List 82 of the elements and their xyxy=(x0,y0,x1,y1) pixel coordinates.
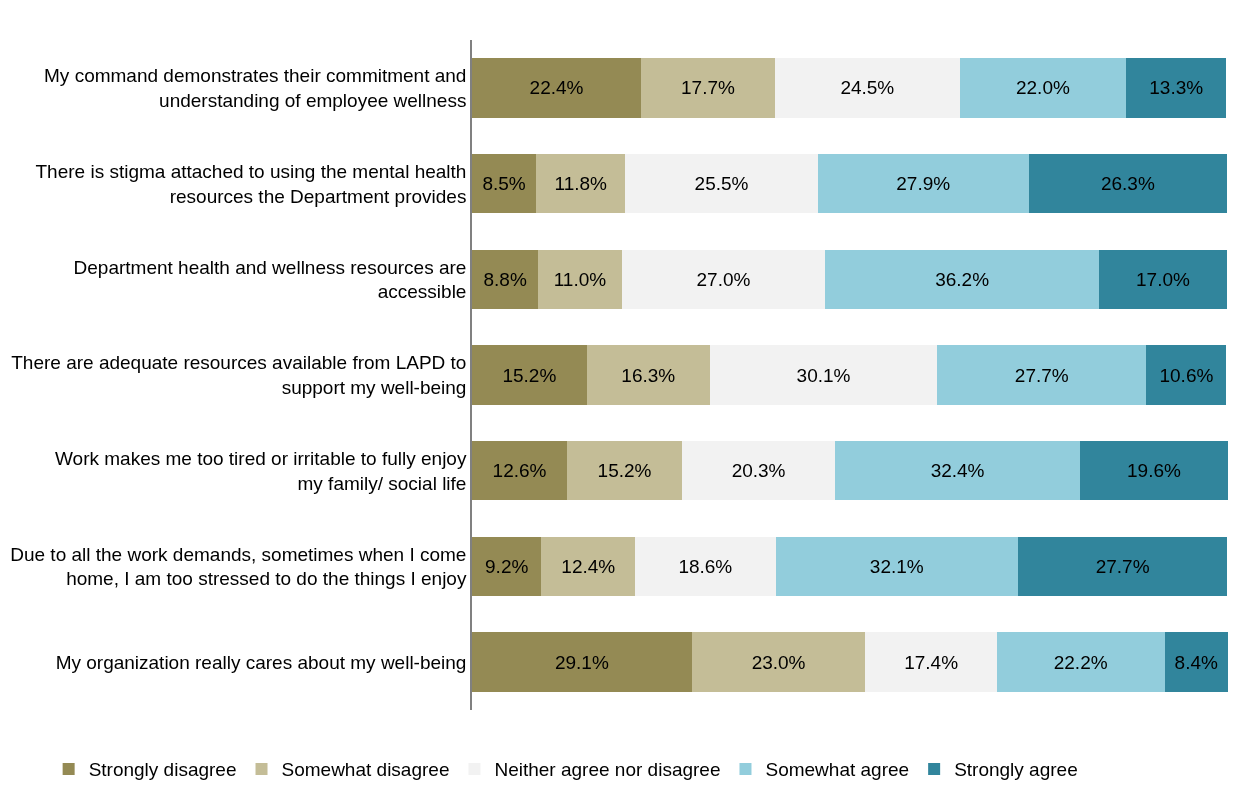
data-label: 8.4% xyxy=(1174,651,1218,673)
data-label: 36.2% xyxy=(935,268,990,290)
data-label: 27.7% xyxy=(1014,364,1069,386)
y-tick-label: My command demonstrates their commitment and understanding of employee wellness xyxy=(44,65,467,111)
bar xyxy=(691,632,866,692)
data-label: 25.5% xyxy=(694,173,749,195)
data-label: 15.2% xyxy=(502,364,557,386)
bar xyxy=(472,441,568,501)
legend-label: Neither agree nor disagree xyxy=(494,759,721,781)
bar xyxy=(567,441,682,501)
bar xyxy=(1028,153,1228,214)
bar xyxy=(959,58,1127,118)
data-label: 27.9% xyxy=(896,173,951,195)
data-label: 17.0% xyxy=(1136,268,1191,290)
bar xyxy=(1018,536,1228,597)
bar xyxy=(472,536,542,597)
bar xyxy=(1126,58,1227,118)
bar xyxy=(538,249,622,309)
bar xyxy=(641,58,775,118)
bar xyxy=(472,249,539,309)
bar xyxy=(835,441,1080,501)
data-label: 17.4% xyxy=(904,651,959,673)
data-label: 8.5% xyxy=(482,173,526,195)
data-label: 18.6% xyxy=(678,555,733,577)
data-label: 12.4% xyxy=(561,555,616,577)
bar xyxy=(472,632,692,692)
data-label: 13.3% xyxy=(1149,77,1204,99)
data-label: 32.1% xyxy=(869,555,924,577)
data-label: 32.4% xyxy=(930,460,985,482)
data-label: 12.6% xyxy=(492,460,547,482)
bar xyxy=(541,536,636,597)
y-tick-label: There are adequate resources available from LAPD to support my well-being xyxy=(11,352,467,398)
bar xyxy=(1098,249,1228,309)
y-tick-label: There is stigma attached to using the mental health resources the Department provides xyxy=(35,160,467,207)
data-label: 17.7% xyxy=(681,77,735,99)
data-label: 15.2% xyxy=(597,460,652,482)
data-label: 19.6% xyxy=(1127,460,1181,482)
data-label: 11.8% xyxy=(554,173,608,195)
bar xyxy=(709,345,938,405)
bar xyxy=(825,249,1099,309)
legend-label: Somewhat disagree xyxy=(281,759,450,781)
bar xyxy=(996,632,1165,692)
bar xyxy=(536,153,626,214)
bar xyxy=(681,441,836,501)
data-label: 10.6% xyxy=(1159,364,1214,386)
y-tick-label: Department health and wellness resources are accessible xyxy=(73,256,467,303)
y-tick-label: Work makes me too tired or irritable to fully enjoy my family/ social life xyxy=(54,448,467,494)
data-label: 22.0% xyxy=(1015,77,1070,99)
legend-label: Strongly agree xyxy=(954,759,1078,781)
bar xyxy=(635,536,776,597)
y-tick-label: My organization really cares about my well-being xyxy=(55,651,467,673)
data-label: 23.0% xyxy=(751,651,806,673)
data-label: 9.2% xyxy=(485,555,529,577)
bar xyxy=(775,536,1019,597)
data-label: 22.2% xyxy=(1053,651,1108,673)
data-label: 30.1% xyxy=(796,364,851,386)
bar xyxy=(621,249,826,309)
data-label: 8.8% xyxy=(483,268,527,290)
bar xyxy=(937,345,1147,405)
bar xyxy=(1164,632,1228,692)
data-label: 29.1% xyxy=(554,651,609,673)
bar xyxy=(1146,345,1227,405)
legend-label: Strongly disagree xyxy=(88,759,237,781)
data-label: 24.5% xyxy=(840,77,895,99)
bar xyxy=(472,345,587,405)
data-label: 27.0% xyxy=(696,268,751,290)
bar xyxy=(472,153,537,214)
bar xyxy=(817,153,1029,214)
data-label: 11.0% xyxy=(553,268,607,290)
data-label: 20.3% xyxy=(731,460,786,482)
bar xyxy=(1079,441,1228,501)
legend-label: Somewhat agree xyxy=(765,759,910,781)
bar xyxy=(586,345,710,405)
data-label: 22.4% xyxy=(529,77,584,99)
data-label: 16.3% xyxy=(621,364,676,386)
bar xyxy=(472,58,642,118)
bar xyxy=(774,58,960,118)
y-tick-label: Due to all the work demands, sometimes when I come home, I am too stressed to do the things I enjoy xyxy=(10,543,467,590)
data-label: 26.3% xyxy=(1100,173,1155,195)
data-label: 27.7% xyxy=(1095,555,1150,577)
bar xyxy=(625,153,818,214)
bar xyxy=(865,632,997,692)
